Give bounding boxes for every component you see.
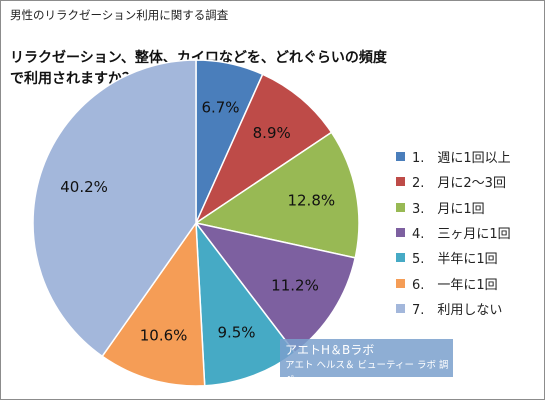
watermark-line1: アエトH＆Bラボ (285, 343, 375, 357)
data-label-5: 9.5% (217, 324, 255, 342)
pie-slices (32, 59, 360, 387)
legend-label-6: 6. 一年に1回 (412, 277, 498, 293)
data-label-7: 40.2% (60, 178, 108, 196)
legend-item-2: 2. 月に2～3回 (396, 169, 511, 194)
data-label-4: 11.2% (271, 277, 319, 295)
watermark-badge: アエトH＆Bラボ アエト ヘルス＆ ビューティー ラボ 調べ (280, 339, 453, 385)
chart-title: リラクゼーション、整体、カイロなどを、どれぐらいの頻度で利用されますか？ (10, 50, 387, 87)
legend-label-3: 3. 月に1回 (412, 201, 485, 217)
pie-data-labels: 6.7% 8.9% 12.8% 11.2% 9.5% 10.6% 40.2% (60, 99, 335, 345)
legend-swatch-4 (396, 228, 405, 238)
pie-slice-7 (32, 59, 197, 358)
legend-swatch-5 (396, 253, 405, 263)
legend-item-6: 6. 一年に1回 (396, 270, 511, 295)
pie-slice-2 (194, 73, 333, 226)
pie-slice-6 (101, 220, 206, 387)
pie-slice-3 (194, 131, 360, 259)
legend-label-1: 1. 週に1回以上 (412, 151, 511, 167)
legend-swatch-2 (396, 177, 405, 187)
legend: 1. 週に1回以上 2. 月に2～3回 3. 月に1回 4. 三ヶ月に1回 5. 半年に… (396, 144, 511, 321)
legend-item-1: 1. 週に1回以上 (396, 144, 511, 169)
watermark-line2: アエト ヘルス＆ ビューティー ラボ 調べ (285, 360, 449, 385)
legend-label-4: 4. 三ヶ月に1回 (412, 227, 511, 243)
legend-swatch-1 (396, 152, 405, 162)
legend-item-3: 3. 月に1回 (396, 195, 511, 220)
legend-item-4: 4. 三ヶ月に1回 (396, 220, 511, 245)
legend-label-5: 5. 半年に1回 (412, 252, 498, 268)
legend-item-5: 5. 半年に1回 (396, 245, 511, 270)
legend-swatch-7 (396, 303, 405, 313)
survey-subtitle: 男性のリラクゼーション利用に関する調査 (10, 8, 229, 22)
data-label-1: 6.7% (201, 99, 239, 117)
legend-swatch-3 (396, 202, 405, 212)
legend-swatch-6 (396, 278, 405, 288)
data-label-2: 8.9% (253, 124, 291, 142)
legend-item-7: 7. 利用しない (396, 296, 511, 321)
legend-label-2: 2. 月に2～3回 (412, 176, 506, 192)
data-label-3: 12.8% (287, 192, 335, 210)
legend-label-7: 7. 利用しない (412, 302, 503, 318)
data-label-6: 10.6% (140, 326, 188, 344)
